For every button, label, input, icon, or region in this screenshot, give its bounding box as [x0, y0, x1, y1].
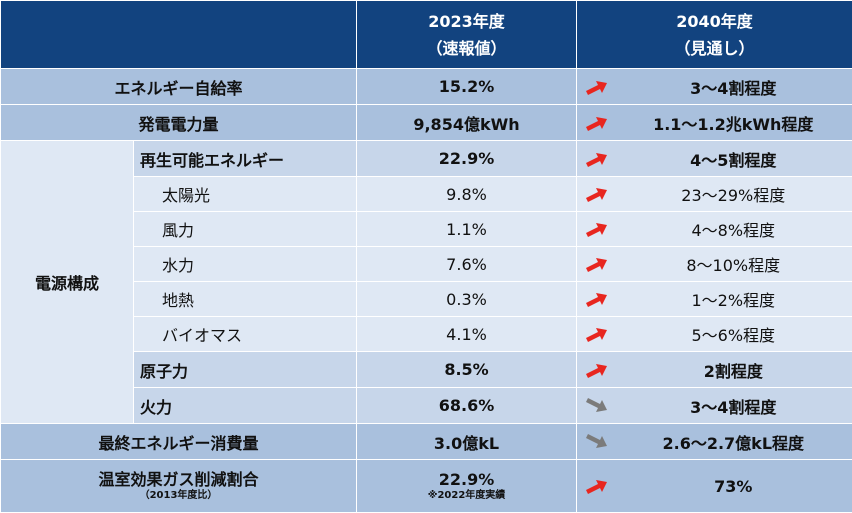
value-2040: 2割程度 [615, 352, 852, 388]
row-label-cell: 温室効果ガス削減割合 （2013年度比） [1, 460, 357, 513]
header-2023-status: （速報値） [426, 39, 506, 58]
arrow-up-right-icon [582, 76, 610, 98]
value-2040: 23〜29%程度 [615, 177, 852, 212]
trend-cell [577, 212, 615, 247]
value-2023: 9.8% [357, 177, 577, 212]
arrow-up-right-icon [582, 359, 610, 381]
value-2040: 3〜4割程度 [615, 69, 852, 105]
row-label: エネルギー自給率 [1, 69, 357, 105]
value-2023: 4.1% [357, 317, 577, 352]
arrow-up-right-icon [582, 253, 610, 275]
value-2023: 8.5% [357, 352, 577, 388]
table-row: エネルギー自給率 15.2% 3〜4割程度 [1, 69, 852, 105]
trend-cell [577, 317, 615, 352]
row-label: 発電電力量 [1, 105, 357, 141]
table-row: 電源構成 再生可能エネルギー 22.9% 4〜5割程度 [1, 141, 852, 177]
arrow-down-right-icon [582, 431, 610, 453]
trend-cell [577, 247, 615, 282]
value-2023-cell: 22.9% ※2022年度実績 [357, 460, 577, 513]
value-2023: 22.9% [357, 470, 576, 489]
value-2040: 1.1〜1.2兆kWh程度 [615, 105, 852, 141]
header-2040-status: （見通し） [675, 39, 755, 58]
value-2023: 0.3% [357, 282, 577, 317]
header-2023: 2023年度 （速報値） [357, 1, 577, 69]
value-2023: 9,854億kWh [357, 105, 577, 141]
row-label-note: （2013年度比） [1, 489, 356, 502]
header-corner [1, 1, 357, 69]
value-2023: 68.6% [357, 388, 577, 424]
value-2023-note: ※2022年度実績 [357, 489, 576, 502]
table-row: 温室効果ガス削減割合 （2013年度比） 22.9% ※2022年度実績 73% [1, 460, 852, 513]
value-2023: 1.1% [357, 212, 577, 247]
trend-cell [577, 141, 615, 177]
row-label: 水力 [134, 247, 357, 282]
trend-cell [577, 352, 615, 388]
value-2023: 7.6% [357, 247, 577, 282]
row-label: 原子力 [134, 352, 357, 388]
value-2040: 5〜6%程度 [615, 317, 852, 352]
trend-cell [577, 105, 615, 141]
row-label: 最終エネルギー消費量 [1, 424, 357, 460]
row-label: 再生可能エネルギー [134, 141, 357, 177]
trend-cell [577, 388, 615, 424]
row-label: 風力 [134, 212, 357, 247]
value-2040: 73% [615, 460, 852, 513]
table-row: 発電電力量 9,854億kWh 1.1〜1.2兆kWh程度 [1, 105, 852, 141]
header-2040: 2040年度 （見通し） [577, 1, 852, 69]
header-2040-year: 2040年度 [676, 12, 753, 31]
row-label: 太陽光 [134, 177, 357, 212]
header-row: 2023年度 （速報値） 2040年度 （見通し） [1, 1, 852, 69]
arrow-down-right-icon [582, 395, 610, 417]
arrow-up-right-icon [582, 288, 610, 310]
value-2040: 2.6〜2.7億kL程度 [615, 424, 852, 460]
arrow-up-right-icon [582, 112, 610, 134]
value-2040: 8〜10%程度 [615, 247, 852, 282]
table-row: 最終エネルギー消費量 3.0億kL 2.6〜2.7億kL程度 [1, 424, 852, 460]
arrow-up-right-icon [582, 323, 610, 345]
arrow-up-right-icon [582, 218, 610, 240]
trend-cell [577, 460, 615, 513]
value-2023: 22.9% [357, 141, 577, 177]
value-2023: 3.0億kL [357, 424, 577, 460]
arrow-up-right-icon [582, 475, 610, 497]
group-label-power-mix: 電源構成 [1, 141, 134, 424]
trend-cell [577, 69, 615, 105]
row-label: 温室効果ガス削減割合 [1, 470, 356, 489]
value-2040: 4〜5割程度 [615, 141, 852, 177]
row-label: 火力 [134, 388, 357, 424]
value-2040: 3〜4割程度 [615, 388, 852, 424]
header-2023-year: 2023年度 [428, 12, 505, 31]
trend-cell [577, 282, 615, 317]
trend-cell [577, 177, 615, 212]
value-2023: 15.2% [357, 69, 577, 105]
value-2040: 4〜8%程度 [615, 212, 852, 247]
trend-cell [577, 424, 615, 460]
arrow-up-right-icon [582, 183, 610, 205]
arrow-up-right-icon [582, 148, 610, 170]
row-label: バイオマス [134, 317, 357, 352]
row-label: 地熱 [134, 282, 357, 317]
value-2040: 1〜2%程度 [615, 282, 852, 317]
